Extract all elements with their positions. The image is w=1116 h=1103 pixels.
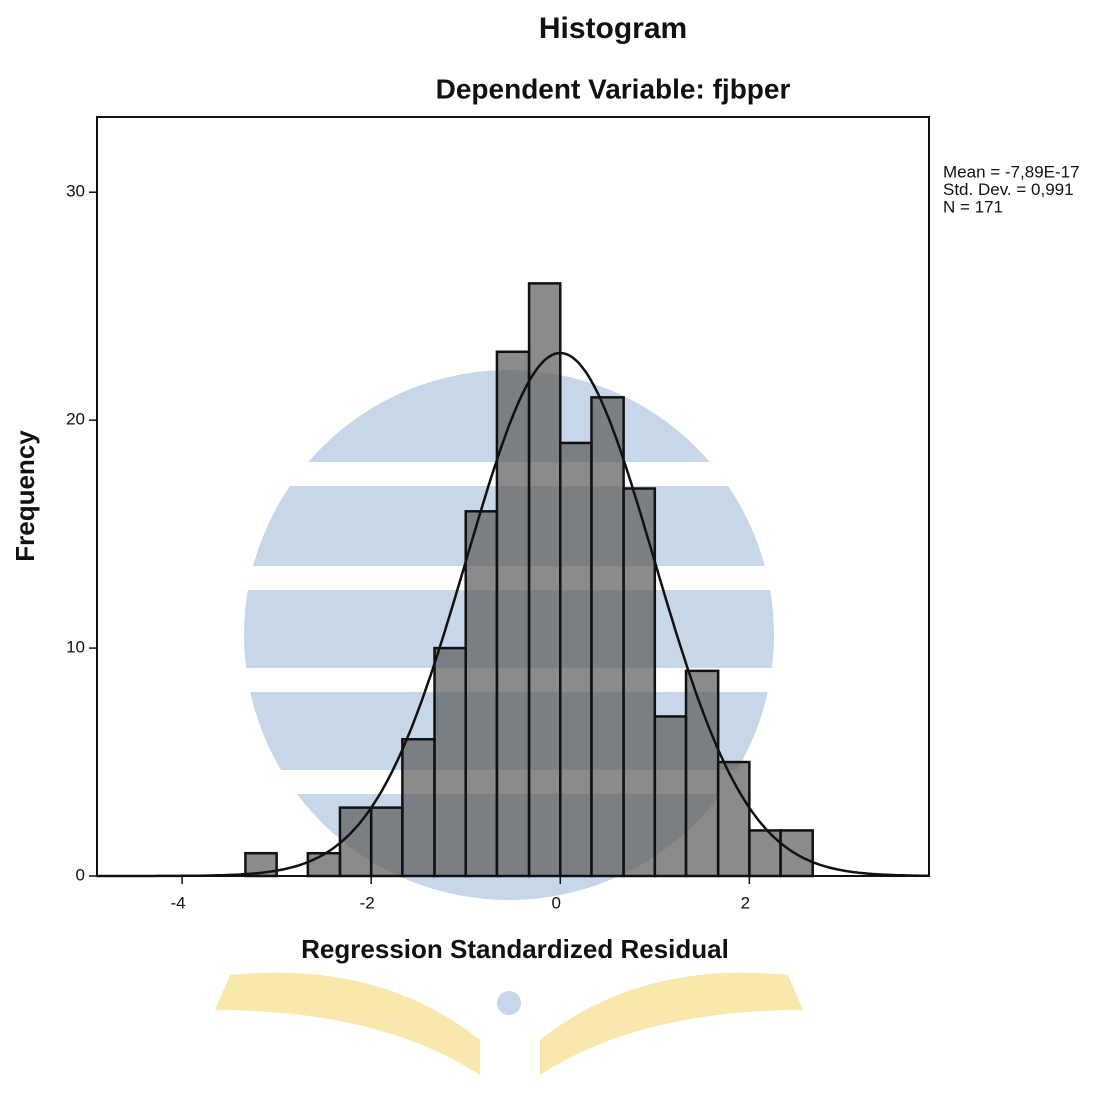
y-tick-label: 0 — [76, 865, 85, 884]
bar — [371, 808, 402, 876]
bar — [686, 671, 718, 876]
y-tick-label: 30 — [66, 182, 85, 201]
x-tick-label: 0 — [552, 893, 561, 912]
y-axis-label: Frequency — [10, 430, 40, 562]
x-tick-label: -4 — [171, 893, 186, 912]
x-axis-label: Regression Standardized Residual — [301, 934, 729, 964]
bar — [435, 648, 466, 876]
bar — [497, 352, 529, 876]
y-tick-label: 10 — [66, 638, 85, 657]
bar — [340, 808, 371, 876]
stat-label: N = 171 — [943, 197, 1003, 216]
chart: Histogram Dependent Variable: fjbper Reg… — [0, 0, 1116, 1103]
x-tick-label: 2 — [741, 893, 750, 912]
x-tick-label: -2 — [360, 893, 375, 912]
stat-label: Mean = -7,89E-17 — [943, 162, 1080, 181]
bar — [655, 716, 686, 876]
bar — [560, 443, 591, 876]
y-tick-label: 20 — [66, 410, 85, 429]
bar — [591, 397, 623, 876]
bar — [308, 853, 340, 876]
stat-label: Std. Dev. = 0,991 — [943, 180, 1074, 199]
bar — [402, 739, 434, 876]
chart-title: Histogram — [539, 12, 687, 45]
bar — [466, 511, 497, 876]
chart-subtitle: Dependent Variable: fjbper — [436, 73, 791, 104]
